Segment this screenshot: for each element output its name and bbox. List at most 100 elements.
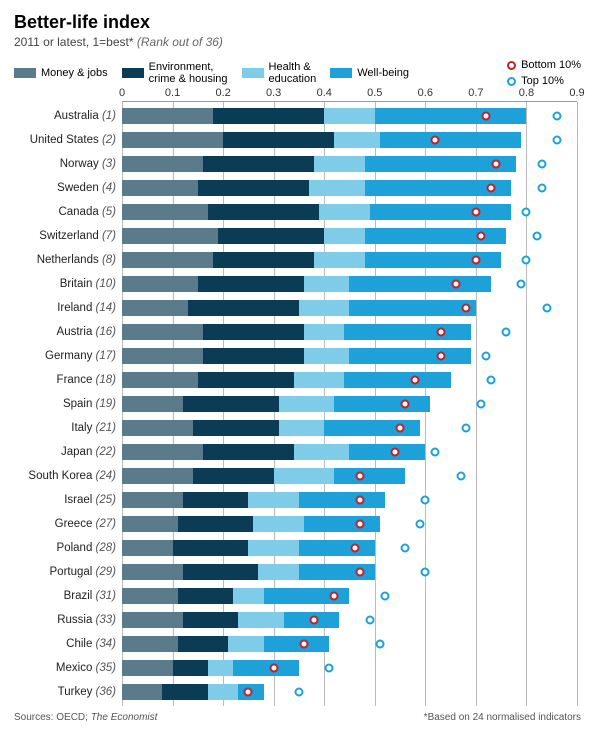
bar-segment <box>324 108 375 124</box>
stacked-bar <box>122 372 451 388</box>
marker-bottom10 <box>471 208 480 217</box>
country-label: Russia (33) <box>57 614 122 626</box>
chart-row: Chile (34) <box>122 632 577 656</box>
country-label: Ireland (14) <box>57 302 122 314</box>
stacked-bar <box>122 492 385 508</box>
legend-bottom-10: Bottom 10% <box>507 59 581 71</box>
bar-segment <box>370 204 512 220</box>
chart-row: Britain (10) <box>122 272 577 296</box>
bar-segment <box>309 180 365 196</box>
chart-row: Israel (25) <box>122 488 577 512</box>
marker-bottom10 <box>244 688 253 697</box>
stacked-bar <box>122 204 511 220</box>
marker-bottom10 <box>355 520 364 529</box>
bar-segment <box>334 396 430 412</box>
chart-row: South Korea (24) <box>122 464 577 488</box>
bar-segment <box>304 348 350 364</box>
marker-top10 <box>294 688 303 697</box>
marker-top10 <box>421 496 430 505</box>
bar-segment <box>233 588 263 604</box>
bar-segment <box>122 276 198 292</box>
bar-segment <box>344 372 450 388</box>
chart-row: Turkey (36) <box>122 680 577 704</box>
chart-plot-area: 00.10.20.30.40.50.60.70.80.9Australia (1… <box>122 101 577 706</box>
bar-segment <box>198 276 304 292</box>
bar-segment <box>349 300 475 316</box>
country-label: Mexico (35) <box>56 662 122 674</box>
stacked-bar <box>122 324 471 340</box>
country-label: Switzerland (7) <box>39 230 122 242</box>
chart-title: Better-life index <box>14 12 581 33</box>
bar-segment <box>208 660 233 676</box>
country-label: France (18) <box>57 374 122 386</box>
bar-segment <box>314 156 365 172</box>
marker-bottom10 <box>461 304 470 313</box>
bar-segment <box>233 660 299 676</box>
marker-bottom10 <box>269 664 278 673</box>
country-label: Sweden (4) <box>57 182 122 194</box>
country-label: Greece (27) <box>55 518 122 530</box>
chart-row: Australia (1) <box>122 104 577 128</box>
marker-bottom10 <box>451 280 460 289</box>
marker-bottom10 <box>396 424 405 433</box>
marker-top10 <box>375 640 384 649</box>
bar-segment <box>279 420 325 436</box>
bar-segment <box>208 684 238 700</box>
bar-segment <box>122 300 188 316</box>
marker-bottom10 <box>431 136 440 145</box>
marker-bottom10-icon <box>507 61 516 70</box>
bar-segment <box>193 420 279 436</box>
stacked-bar <box>122 276 491 292</box>
chart-row: Sweden (4) <box>122 176 577 200</box>
bar-segment <box>365 252 502 268</box>
axis-tick-label: 0.7 <box>468 87 483 99</box>
marker-top10 <box>522 208 531 217</box>
marker-top10 <box>461 424 470 433</box>
bar-segment <box>294 444 350 460</box>
country-label: Japan (22) <box>61 446 122 458</box>
bar-segment <box>299 540 375 556</box>
chart-row: Brazil (31) <box>122 584 577 608</box>
stacked-bar <box>122 516 380 532</box>
country-label: Poland (28) <box>57 542 122 554</box>
bar-segment <box>122 324 203 340</box>
country-label: Germany (17) <box>45 350 122 362</box>
marker-bottom10 <box>476 232 485 241</box>
marker-top10 <box>537 160 546 169</box>
marker-top10 <box>325 664 334 673</box>
marker-bottom10 <box>300 640 309 649</box>
bar-segment <box>334 468 405 484</box>
swatch-money-jobs <box>14 68 36 78</box>
axis-tick-label: 0.2 <box>215 87 230 99</box>
marker-bottom10 <box>355 568 364 577</box>
bar-segment <box>193 468 274 484</box>
chart-row: Ireland (14) <box>122 296 577 320</box>
marker-bottom10 <box>391 448 400 457</box>
marker-top10 <box>431 448 440 457</box>
bar-segment <box>228 636 263 652</box>
stacked-bar <box>122 540 375 556</box>
bar-segment <box>122 132 223 148</box>
marker-bottom10 <box>350 544 359 553</box>
bar-segment <box>203 444 294 460</box>
bar-segment <box>349 276 491 292</box>
country-label: Austria (16) <box>57 326 122 338</box>
chart-row: Japan (22) <box>122 440 577 464</box>
bar-segment <box>299 300 350 316</box>
bar-segment <box>248 540 299 556</box>
stacked-bar <box>122 348 471 364</box>
marker-top10 <box>522 256 531 265</box>
bar-segment <box>178 516 254 532</box>
stacked-bar <box>122 612 339 628</box>
bar-segment <box>122 588 178 604</box>
bar-segment <box>203 348 304 364</box>
bar-segment <box>178 636 229 652</box>
bar-segment <box>294 372 345 388</box>
swatch-env-crime-housing <box>122 68 144 78</box>
bar-segment <box>122 444 203 460</box>
marker-bottom10 <box>436 352 445 361</box>
bar-segment <box>122 348 203 364</box>
country-label: Chile (34) <box>66 638 122 650</box>
stacked-bar <box>122 300 476 316</box>
bar-segment <box>122 180 198 196</box>
